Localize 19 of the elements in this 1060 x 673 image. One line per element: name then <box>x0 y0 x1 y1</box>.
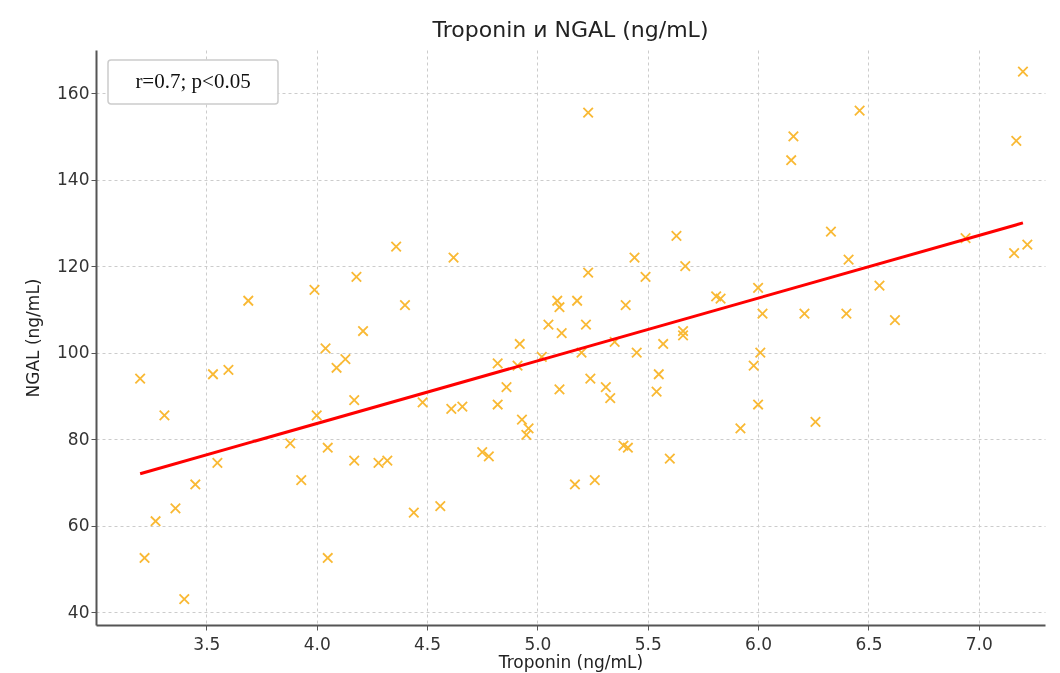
y-tick-label: 60 <box>67 515 90 536</box>
y-tick-label: 80 <box>67 428 90 449</box>
x-tick-label: 4.5 <box>414 633 442 654</box>
x-axis-title: Troponin (ng/mL) <box>497 651 644 672</box>
y-tick-label: 160 <box>57 82 90 103</box>
y-axis-title: NGAL (ng/mL) <box>23 278 44 398</box>
x-tick-label: 6.0 <box>745 633 773 654</box>
x-tick-label: 5.0 <box>524 633 552 654</box>
x-tick-label: 3.5 <box>193 633 221 654</box>
x-tick-label: 5.5 <box>634 633 662 654</box>
y-tick-label: 140 <box>57 169 90 190</box>
y-tick-label: 120 <box>57 255 90 276</box>
annotation: r=0.7; p<0.05 <box>135 69 251 93</box>
x-tick-label: 4.0 <box>303 633 331 654</box>
y-tick-label: 40 <box>67 601 90 622</box>
chart-title: Troponin и NGAL (ng/mL) <box>431 17 709 42</box>
y-tick-label: 100 <box>57 342 90 363</box>
x-tick-label: 6.5 <box>855 633 883 654</box>
x-tick-label: 7.0 <box>965 633 993 654</box>
